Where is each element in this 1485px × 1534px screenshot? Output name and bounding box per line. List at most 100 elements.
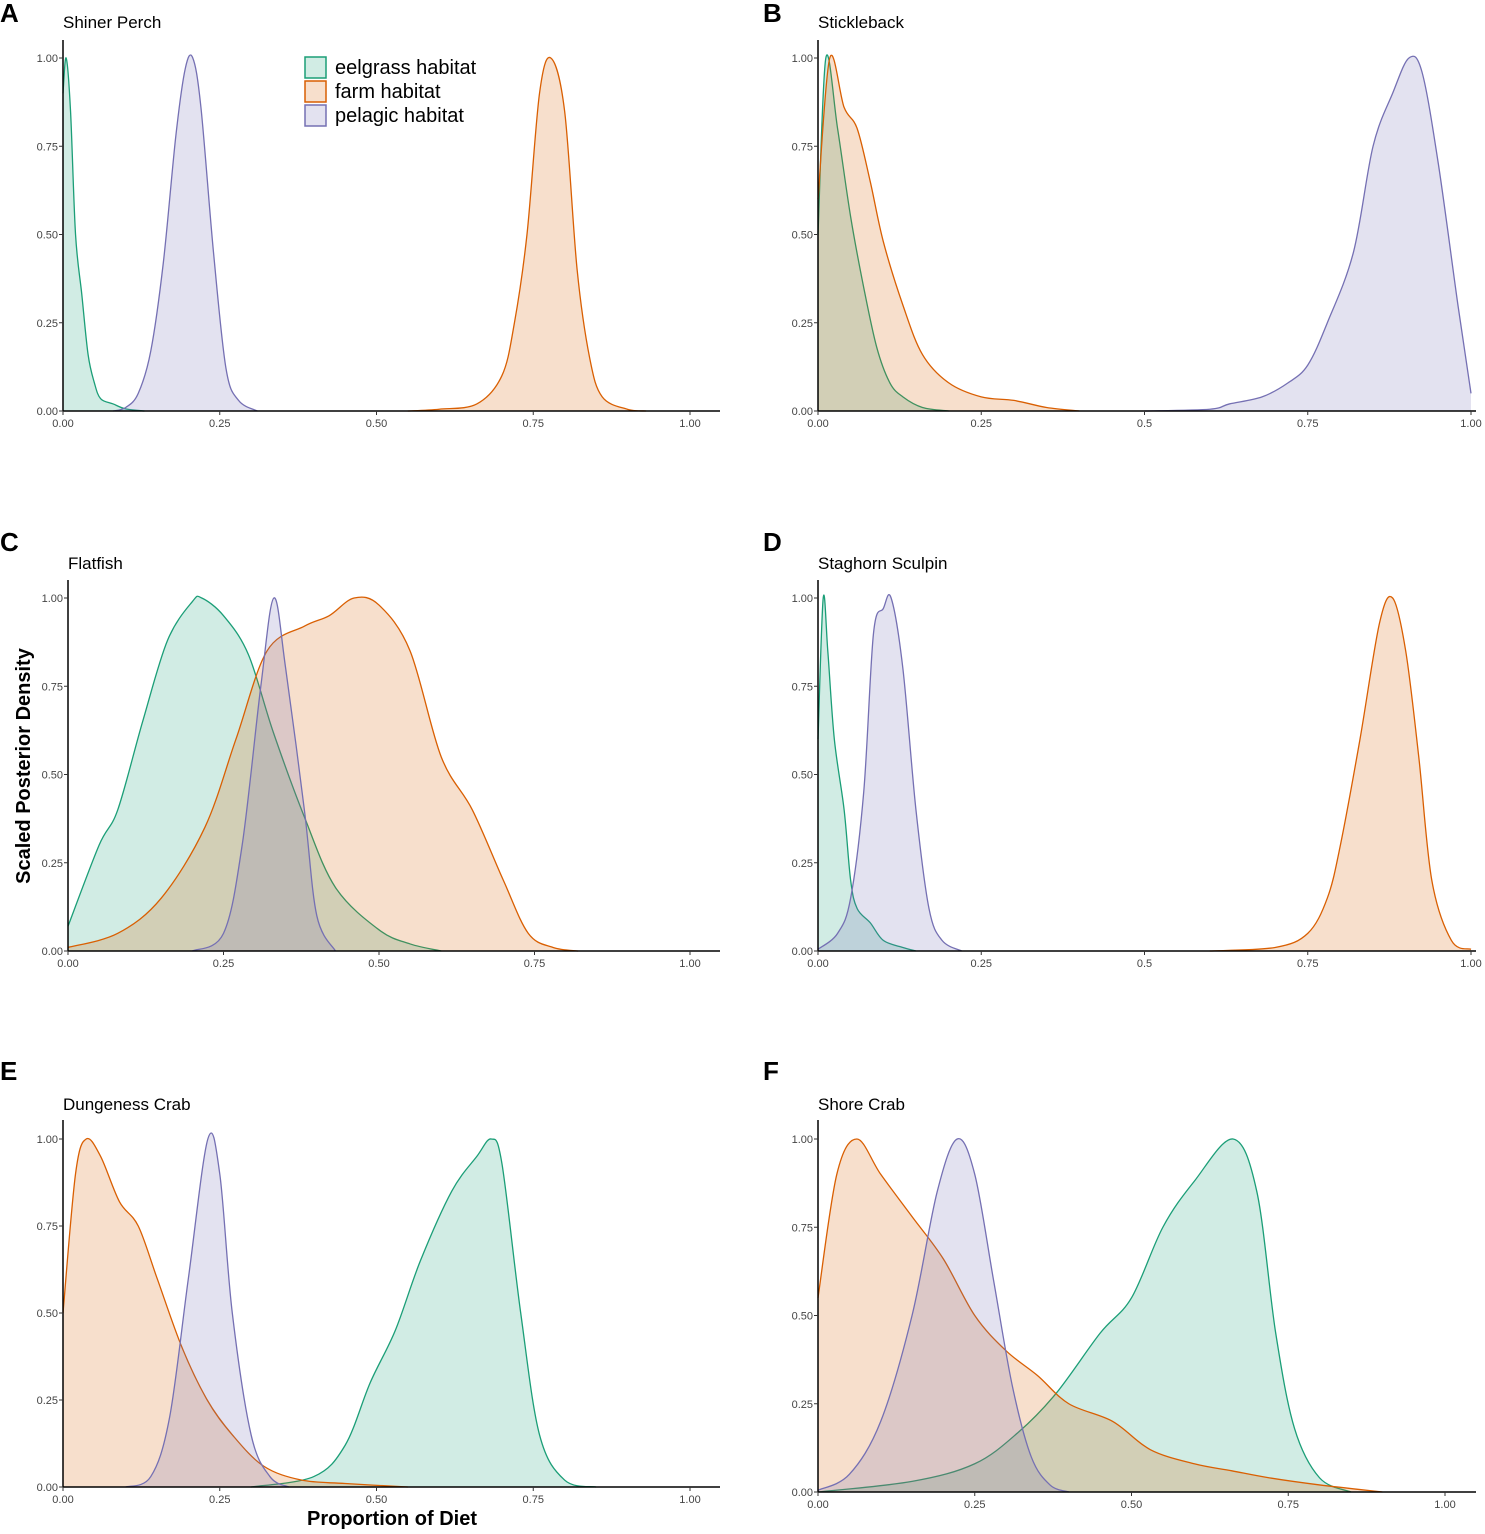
farm-density-area [1209, 596, 1471, 951]
y-tick-label: 0.00 [42, 946, 63, 958]
y-tick-label: 1.00 [37, 1134, 58, 1146]
panel-title: Shiner Perch [63, 13, 161, 32]
x-tick-label: 0.00 [807, 1499, 828, 1511]
eelgrass-density-line [817, 1138, 1352, 1493]
panel-title: Flatfish [68, 554, 123, 573]
farm-legend-label: farm habitat [335, 81, 441, 103]
eelgrass-legend-label: eelgrass habitat [335, 57, 477, 79]
y-tick-label: 0.50 [42, 770, 63, 782]
panel-title: Shore Crab [818, 1095, 905, 1114]
x-tick-label: 0.25 [971, 418, 992, 430]
y-tick-label: 1.00 [42, 593, 63, 605]
x-tick-label: 0.75 [523, 1494, 544, 1506]
x-tick-label: 1.00 [679, 418, 700, 430]
x-tick-label: 0.75 [524, 958, 545, 970]
x-tick-label: 0.5 [1137, 958, 1152, 970]
x-tick-label: 0.25 [971, 958, 992, 970]
y-tick-label: 0.75 [42, 681, 63, 693]
x-tick-label: 0.5 [1137, 418, 1152, 430]
y-tick-label: 0.00 [792, 946, 813, 958]
pelagic-density-line [125, 1132, 290, 1488]
eelgrass-density-line [817, 594, 917, 952]
x-tick-label: 0.25 [209, 418, 230, 430]
pelagic-density-line [112, 54, 258, 412]
y-tick-label: 0.75 [792, 1222, 813, 1234]
farm-legend-swatch [304, 80, 327, 103]
panel-letter: E [0, 1056, 17, 1086]
y-tick-label: 0.75 [37, 1221, 58, 1233]
x-tick-label: 0.00 [807, 418, 828, 430]
panel-e: E Dungeness Crab 0.00 0.25 0.50 0.75 1.00 0.00 0… [0, 1056, 720, 1506]
farm-density-line [62, 1137, 408, 1488]
pelagic-density-area [818, 594, 962, 951]
y-tick-label: 1.00 [792, 1134, 813, 1146]
panel-title: Dungeness Crab [63, 1095, 191, 1114]
pelagic-density-line [1144, 55, 1472, 412]
x-tick-label: 0.25 [964, 1499, 985, 1511]
y-tick-label: 0.50 [792, 1311, 813, 1323]
eelgrass-density-area [818, 54, 949, 411]
x-tick-label: 0.00 [52, 1494, 73, 1506]
y-tick-label: 0.50 [792, 230, 813, 242]
x-tick-label: 0.00 [807, 958, 828, 970]
y-tick-label: 0.00 [792, 406, 813, 418]
farm-density-line [407, 56, 647, 412]
eelgrass-density-line [67, 595, 442, 952]
farm-density-area [818, 55, 1080, 412]
panel-f: F Shore Crab 0.00 0.25 0.50 0.75 1.00 0.00 0.25 0… [763, 1056, 1476, 1511]
eelgrass-density-line [817, 54, 949, 412]
eelgrass-density-area [818, 1138, 1351, 1492]
eelgrass-density-area [68, 596, 442, 951]
y-tick-label: 0.25 [37, 318, 58, 330]
y-tick-label: 0.75 [792, 681, 813, 693]
y-tick-label: 0.00 [792, 1487, 813, 1499]
panel-a: A Shiner Perch 0.00 0.25 0.50 0.75 1.00 0.00 0.2… [0, 0, 720, 430]
x-tick-label: 0.25 [209, 1494, 230, 1506]
y-tick-label: 0.50 [37, 230, 58, 242]
eelgrass-density-line [62, 57, 145, 412]
x-tick-label: 1.00 [679, 1494, 700, 1506]
x-tick-label: 0.50 [1121, 1499, 1142, 1511]
pelagic-density-area [192, 597, 336, 951]
x-axis-label: Proportion of Diet [307, 1508, 477, 1530]
x-tick-label: 0.75 [523, 418, 544, 430]
x-tick-label: 1.00 [679, 958, 700, 970]
pelagic-density-area [113, 54, 258, 411]
y-tick-label: 1.00 [37, 53, 58, 65]
panel-letter: C [0, 527, 19, 557]
farm-density-area [407, 57, 647, 412]
x-tick-label: 0.50 [366, 1494, 387, 1506]
y-tick-label: 0.75 [37, 141, 58, 153]
farm-density-line [817, 1138, 1383, 1493]
panel-d: D Staghorn Sculpin 0.00 0.25 0.5 0.75 1.00 0.00… [763, 527, 1482, 970]
x-tick-label: 1.00 [1460, 418, 1481, 430]
y-tick-label: 0.50 [792, 770, 813, 782]
farm-density-area [68, 597, 579, 951]
pelagic-density-area [125, 1133, 289, 1487]
y-axis-label: Scaled Posterior Density [13, 647, 35, 884]
x-tick-label: 0.50 [368, 958, 389, 970]
panel-title: Staghorn Sculpin [818, 554, 947, 573]
pelagic-legend-label: pelagic habitat [335, 105, 464, 127]
x-tick-label: 0.75 [1297, 418, 1318, 430]
panel-letter: D [763, 527, 782, 557]
farm-density-area [818, 1139, 1383, 1492]
panel-letter: F [763, 1056, 779, 1086]
y-tick-label: 0.25 [42, 858, 63, 870]
y-tick-label: 0.00 [37, 1482, 58, 1494]
panel-b: B Stickleback 0.00 0.25 0.5 0.75 1.00 0.00 0.25 0… [763, 0, 1482, 430]
y-tick-label: 0.50 [37, 1308, 58, 1320]
panel-title: Stickleback [818, 13, 904, 32]
y-tick-label: 0.75 [792, 141, 813, 153]
x-tick-label: 0.25 [213, 958, 234, 970]
x-tick-label: 0.50 [366, 418, 387, 430]
pelagic-density-area [818, 1138, 1069, 1492]
farm-density-area [63, 1138, 408, 1487]
eelgrass-density-area [818, 595, 916, 951]
x-tick-label: 0.00 [57, 958, 78, 970]
panel-letter: A [0, 0, 19, 28]
x-tick-label: 1.00 [1460, 958, 1481, 970]
farm-density-line [67, 596, 579, 952]
